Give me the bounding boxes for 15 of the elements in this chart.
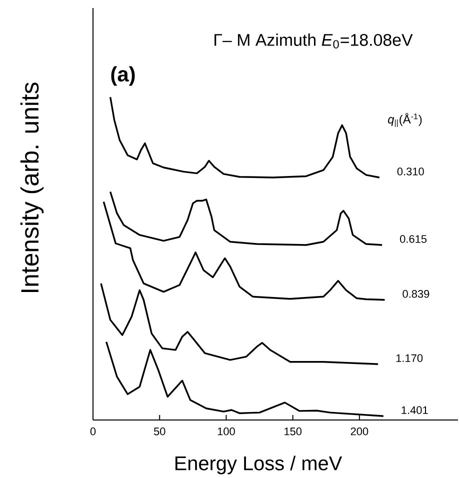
x-tick-label: 200 (350, 428, 368, 436)
series-label: 0.615 (400, 235, 427, 243)
series-label: 1.401 (402, 406, 428, 414)
y-axis-title: Intensity (arb. units (20, 82, 44, 292)
legend-title: q$_{||}$(Å$^{-1}$) (388, 113, 422, 127)
text: (a) (111, 66, 135, 86)
chart-title: Γ– M Azimuth E$_{0}$=18.08eV (214, 34, 413, 48)
series-label: 0.839 (402, 290, 430, 298)
series-label: 1.170 (396, 354, 423, 362)
x-tick-label: 0 (90, 428, 96, 436)
x-tick-label: 50 (154, 428, 166, 436)
series-label: 0.310 (397, 168, 424, 176)
x-tick-label: 150 (284, 428, 302, 436)
x-tick-label: 100 (218, 428, 235, 436)
x-axis-title: Energy Loss / meV (175, 456, 342, 474)
